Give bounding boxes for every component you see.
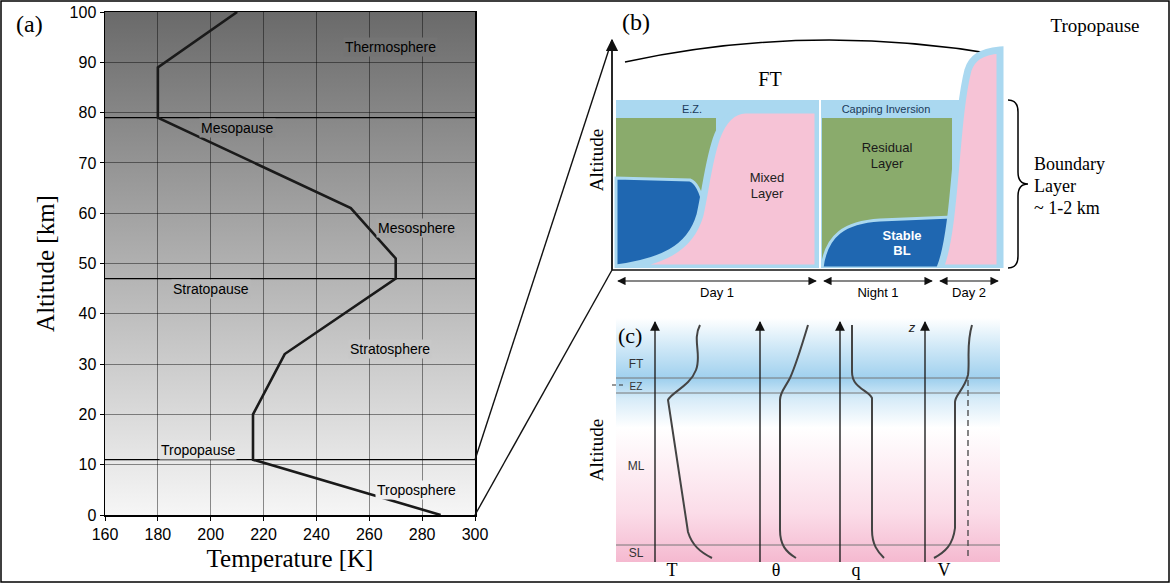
svg-text:20: 20 — [79, 406, 97, 423]
svg-text:(a): (a) — [16, 11, 43, 37]
svg-text:Temperature [K]: Temperature [K] — [207, 545, 374, 572]
svg-text:Layer: Layer — [1034, 176, 1076, 196]
svg-text:50: 50 — [79, 255, 97, 272]
svg-text:280: 280 — [409, 526, 436, 543]
svg-text:BL: BL — [893, 243, 910, 258]
svg-text:90: 90 — [79, 54, 97, 71]
svg-text:T: T — [667, 560, 678, 580]
svg-text:Mesopause: Mesopause — [201, 120, 274, 136]
svg-text:FT: FT — [629, 357, 644, 371]
svg-text:260: 260 — [356, 526, 383, 543]
svg-text:180: 180 — [145, 526, 172, 543]
svg-text:220: 220 — [250, 526, 277, 543]
svg-text:q: q — [852, 560, 861, 580]
svg-text:200: 200 — [197, 526, 224, 543]
svg-text:Stratopause: Stratopause — [173, 281, 249, 297]
svg-text:θ: θ — [772, 560, 781, 580]
svg-text:300: 300 — [462, 526, 489, 543]
svg-text:240: 240 — [303, 526, 330, 543]
svg-text:E.Z.: E.Z. — [682, 103, 702, 115]
svg-text:Boundary: Boundary — [1034, 154, 1105, 174]
svg-text:Layer: Layer — [751, 186, 784, 201]
svg-text:Capping Inversion: Capping Inversion — [842, 103, 931, 115]
svg-text:Day 1: Day 1 — [700, 285, 734, 300]
svg-text:160: 160 — [92, 526, 119, 543]
svg-text:ML: ML — [628, 459, 645, 473]
svg-text:Mixed: Mixed — [750, 170, 785, 185]
svg-text:Stratosphere: Stratosphere — [350, 341, 430, 357]
svg-text:Thermosphere: Thermosphere — [345, 39, 436, 55]
svg-text:Altitude: Altitude — [586, 129, 607, 191]
svg-text:60: 60 — [79, 205, 97, 222]
svg-text:40: 40 — [79, 305, 97, 322]
svg-text:V: V — [938, 560, 951, 580]
svg-text:FT: FT — [758, 68, 781, 90]
svg-text:100: 100 — [70, 4, 97, 21]
svg-text:EZ: EZ — [630, 381, 643, 392]
svg-text:30: 30 — [79, 356, 97, 373]
svg-text:70: 70 — [79, 155, 97, 172]
svg-text:SL: SL — [629, 546, 644, 560]
svg-text:Troposphere: Troposphere — [377, 482, 456, 498]
svg-text:Night 1: Night 1 — [857, 285, 898, 300]
svg-text:Mesosphere: Mesosphere — [378, 220, 455, 236]
svg-text:Layer: Layer — [871, 156, 904, 171]
svg-text:(b): (b) — [622, 9, 650, 35]
svg-text:Stable: Stable — [882, 228, 921, 243]
svg-text:80: 80 — [79, 104, 97, 121]
svg-text:z: z — [908, 320, 916, 335]
svg-text:~ 1-2 km: ~ 1-2 km — [1034, 198, 1100, 218]
svg-text:Tropopause: Tropopause — [1050, 15, 1139, 36]
svg-text:Residual: Residual — [862, 140, 913, 155]
svg-text:10: 10 — [79, 456, 97, 473]
svg-text:0: 0 — [87, 507, 96, 524]
svg-text:Day 2: Day 2 — [952, 285, 986, 300]
svg-text:Altitude: Altitude — [586, 419, 607, 481]
svg-text:Tropopause: Tropopause — [161, 442, 235, 458]
svg-text:(c): (c) — [618, 323, 642, 348]
svg-text:Altitude [km]: Altitude [km] — [32, 195, 59, 332]
